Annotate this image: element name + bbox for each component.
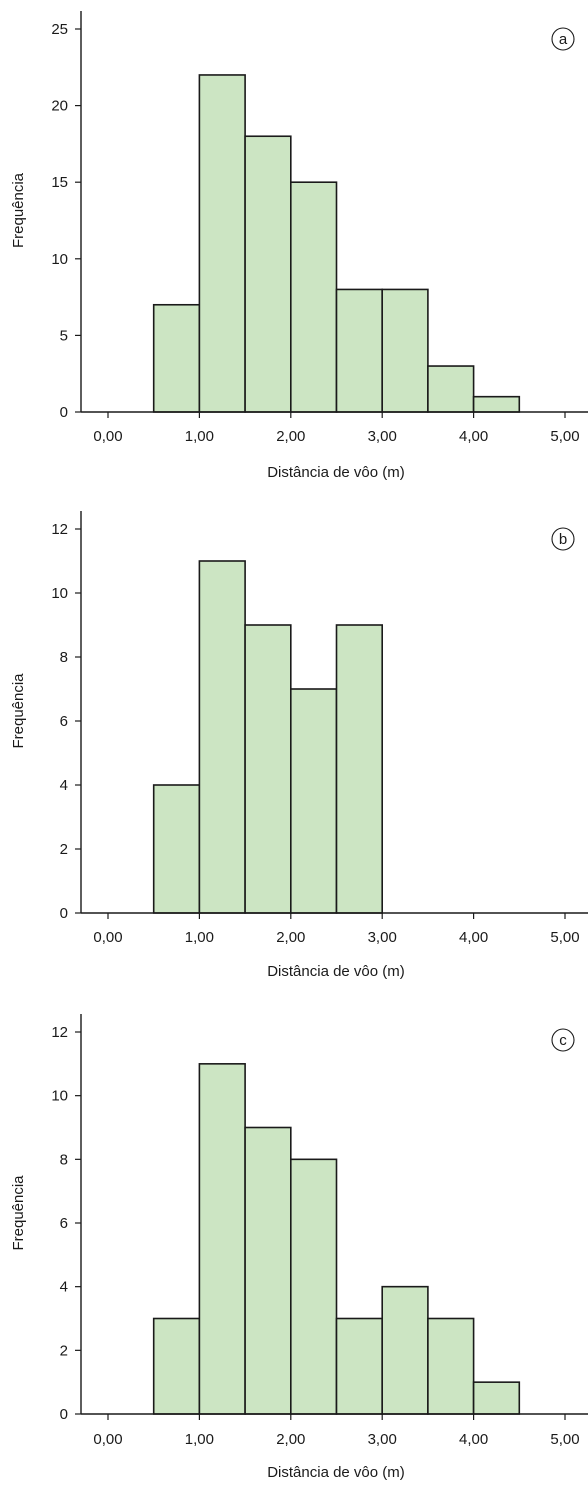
x-tick-label: 4,00 — [459, 428, 488, 445]
histogram-bar — [152, 303, 201, 413]
panel-label: b — [559, 531, 567, 548]
histogram-bar — [198, 1063, 246, 1415]
x-tick-label: 3,00 — [368, 1431, 397, 1448]
histogram-bar — [289, 1158, 338, 1415]
y-tick-label: 4 — [60, 1279, 68, 1296]
x-tick-label: 5,00 — [550, 428, 579, 445]
y-tick-label: 20 — [51, 98, 68, 115]
x-tick-label: 4,00 — [459, 929, 488, 946]
x-axis-title: Distância de vôo (m) — [267, 1464, 405, 1481]
histogram-bar — [244, 1126, 292, 1415]
y-tick-label: 8 — [60, 1151, 68, 1168]
panel-label: a — [559, 31, 568, 48]
panel-label-circle — [551, 1028, 575, 1052]
y-tick-label: 12 — [51, 521, 68, 538]
x-tick-label: 2,00 — [276, 929, 305, 946]
y-tick-label: 25 — [51, 21, 68, 38]
histogram-bar — [335, 624, 384, 914]
histogram-bar — [472, 395, 521, 413]
y-axis-title: Frequência — [10, 1175, 27, 1251]
panel-label: c — [559, 1032, 567, 1049]
y-tick-label: 15 — [51, 174, 68, 191]
x-axis-title: Distância de vôo (m) — [267, 963, 405, 980]
y-tick-label: 5 — [60, 327, 68, 344]
y-tick-label: 6 — [60, 713, 68, 730]
histogram-bar — [427, 365, 475, 413]
histogram-bar — [472, 1381, 521, 1415]
y-tick-label: 2 — [60, 841, 68, 858]
x-tick-label: 4,00 — [459, 1431, 488, 1448]
chart-panel-c: 0 2 4 6 8 10 12 0,00 1,00 2,00 3,00 4,00 5,00 Distânc… — [10, 1014, 588, 1481]
y-tick-label: 10 — [51, 251, 68, 268]
chart-panel-a: 0 5 10 15 20 25 0,00 1,00 2,00 3,00 4,00 5,00 Distân… — [10, 11, 588, 481]
histogram-bar — [152, 784, 201, 914]
x-tick-label: 5,00 — [550, 929, 579, 946]
x-tick-label: 3,00 — [368, 929, 397, 946]
y-tick-label: 0 — [60, 404, 68, 421]
histogram-bar — [244, 624, 292, 914]
x-tick-label: 2,00 — [276, 428, 305, 445]
histogram-bar — [335, 1317, 384, 1415]
histogram-bar — [289, 181, 338, 413]
x-tick-label: 1,00 — [185, 428, 214, 445]
y-tick-label: 8 — [60, 649, 68, 666]
histogram-bar — [152, 1317, 201, 1415]
y-tick-label: 0 — [60, 905, 68, 922]
x-tick-label: 2,00 — [276, 1431, 305, 1448]
y-tick-label: 6 — [60, 1215, 68, 1232]
y-tick-label: 12 — [51, 1024, 68, 1041]
histogram-bar — [289, 688, 338, 914]
x-tick-label: 0,00 — [93, 428, 122, 445]
y-tick-label: 0 — [60, 1406, 68, 1423]
y-tick-label: 2 — [60, 1342, 68, 1359]
y-tick-label: 10 — [51, 585, 68, 602]
histogram-bar — [335, 288, 384, 413]
panel-label-circle — [551, 527, 575, 551]
panel-label-circle — [551, 27, 575, 51]
histogram-bar — [381, 288, 429, 413]
histogram-bar — [381, 1285, 429, 1415]
chart-panel-b: 0 2 4 6 8 10 12 0,00 1,00 2,00 3,00 4,00 5,00 Distânc… — [10, 511, 588, 980]
histogram-bar — [244, 135, 292, 413]
x-tick-label: 1,00 — [185, 929, 214, 946]
x-tick-label: 5,00 — [550, 1431, 579, 1448]
x-axis-title: Distância de vôo (m) — [267, 464, 405, 481]
x-tick-label: 0,00 — [93, 929, 122, 946]
histogram-bar — [198, 74, 246, 413]
x-tick-label: 1,00 — [185, 1431, 214, 1448]
y-axis-title: Frequência — [10, 172, 27, 248]
histogram-bar — [198, 560, 246, 914]
y-axis-title: Frequência — [10, 673, 27, 749]
histogram-bar — [427, 1317, 475, 1415]
x-tick-label: 3,00 — [368, 428, 397, 445]
x-tick-label: 0,00 — [93, 1431, 122, 1448]
y-tick-label: 4 — [60, 777, 68, 794]
y-tick-label: 10 — [51, 1088, 68, 1105]
